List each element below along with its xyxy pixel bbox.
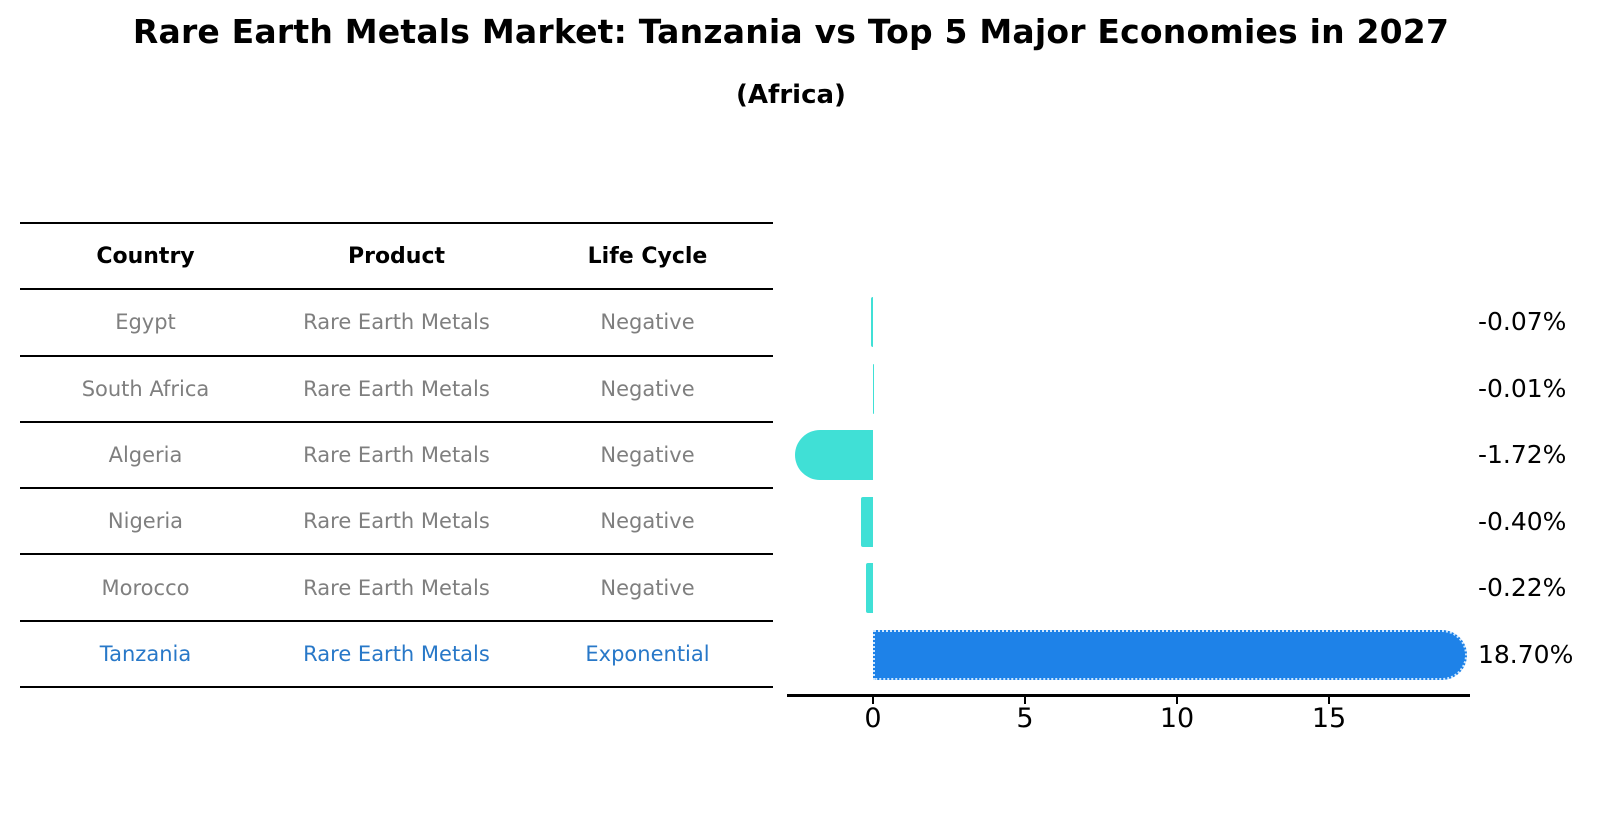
table-row: Egypt Rare Earth Metals Negative bbox=[20, 290, 773, 357]
cell-product: Rare Earth Metals bbox=[303, 310, 490, 335]
value-label: -0.22% bbox=[1478, 573, 1567, 602]
bar-nigeria bbox=[860, 496, 873, 547]
bar-tanzania bbox=[873, 629, 1468, 680]
cell-life-cycle: Negative bbox=[600, 376, 695, 401]
x-tick-label: 15 bbox=[1311, 703, 1347, 734]
bar-egypt bbox=[870, 297, 873, 347]
cell-product: Rare Earth Metals bbox=[303, 376, 490, 401]
table-row-highlighted: Tanzania Rare Earth Metals Exponential bbox=[20, 622, 773, 689]
cell-life-cycle: Negative bbox=[600, 509, 695, 534]
cell-country: Tanzania bbox=[99, 641, 192, 666]
value-label: 18.70% bbox=[1478, 639, 1574, 669]
x-tick bbox=[1175, 694, 1179, 704]
value-label: -1.72% bbox=[1478, 440, 1567, 469]
col-header-life-cycle: Life Cycle bbox=[587, 243, 708, 269]
value-label: -0.40% bbox=[1478, 506, 1567, 536]
cell-product: Rare Earth Metals bbox=[303, 509, 490, 534]
x-tick-label: 0 bbox=[864, 703, 882, 734]
cell-product: Rare Earth Metals bbox=[303, 641, 490, 666]
bar-algeria bbox=[794, 430, 873, 480]
value-label: -0.01% bbox=[1478, 373, 1567, 403]
cell-country: Algeria bbox=[108, 443, 183, 468]
table-row: Nigeria Rare Earth Metals Negative bbox=[20, 489, 773, 556]
cell-country: Morocco bbox=[101, 575, 190, 600]
cell-product: Rare Earth Metals bbox=[303, 443, 490, 468]
col-header-product: Product bbox=[347, 243, 446, 269]
cell-country: Egypt bbox=[115, 310, 176, 335]
data-table: Country Product Life Cycle Egypt Rare Ea… bbox=[20, 222, 773, 689]
x-axis-line bbox=[787, 693, 1470, 697]
x-tick-label: 5 bbox=[1016, 703, 1034, 734]
table-row: Morocco Rare Earth Metals Negative bbox=[20, 555, 773, 622]
cell-life-cycle: Negative bbox=[600, 310, 695, 335]
table-row: Algeria Rare Earth Metals Negative bbox=[20, 423, 773, 490]
cell-life-cycle: Exponential bbox=[585, 641, 710, 666]
value-label: -0.07% bbox=[1478, 307, 1567, 336]
cell-country: South Africa bbox=[81, 376, 210, 401]
cell-life-cycle: Negative bbox=[600, 575, 695, 600]
table-header-row: Country Product Life Cycle bbox=[20, 224, 773, 291]
cell-life-cycle: Negative bbox=[600, 443, 695, 468]
cell-product: Rare Earth Metals bbox=[303, 575, 490, 600]
x-tick bbox=[1023, 694, 1027, 704]
x-tick bbox=[1327, 694, 1331, 704]
col-header-country: Country bbox=[96, 243, 195, 269]
chart-subtitle: (Africa) bbox=[736, 80, 846, 110]
chart-title: Rare Earth Metals Market: Tanzania vs To… bbox=[132, 12, 1450, 51]
bar-morocco bbox=[866, 563, 873, 613]
cell-country: Nigeria bbox=[107, 509, 184, 534]
x-tick-label: 10 bbox=[1159, 703, 1195, 734]
table-row: South Africa Rare Earth Metals Negative bbox=[20, 357, 773, 423]
x-tick bbox=[871, 694, 875, 704]
